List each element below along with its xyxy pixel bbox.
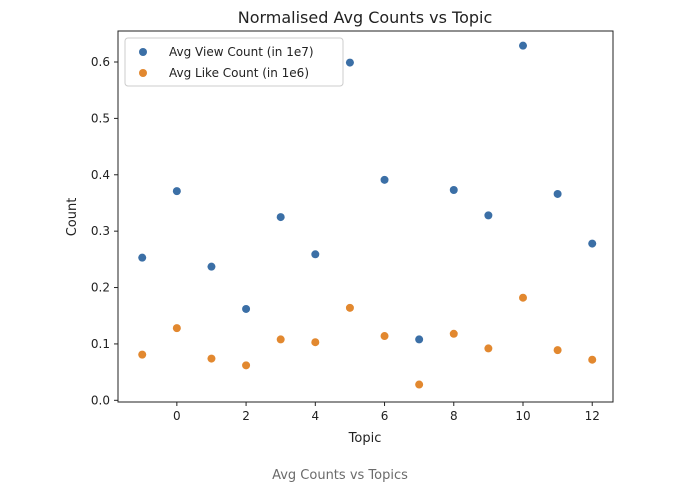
x-tick-label: 0 (173, 409, 181, 423)
y-tick-label: 0.4 (91, 168, 110, 182)
x-tick-label: 6 (381, 409, 389, 423)
y-tick-label: 0.0 (91, 393, 110, 407)
legend-label: Avg Like Count (in 1e6) (169, 66, 309, 80)
y-axis: 0.0 0.1 0.2 0.3 0.4 0.5 0.6 (91, 55, 118, 407)
point-series-1 (484, 211, 493, 220)
point-series-2 (242, 361, 251, 370)
y-tick-label: 0.5 (91, 111, 110, 125)
point-series-1 (345, 58, 354, 67)
y-axis-label: Count (65, 198, 80, 237)
x-tick-label: 2 (242, 409, 250, 423)
x-tick-label: 10 (515, 409, 530, 423)
point-series-1 (311, 250, 320, 259)
point-series-2 (415, 380, 424, 389)
y-tick-label: 0.3 (91, 224, 110, 238)
figure-caption: Avg Counts vs Topics (272, 468, 408, 483)
point-series-2 (207, 354, 216, 363)
point-series-2 (276, 335, 285, 344)
point-series-2 (553, 346, 562, 355)
scatter-chart: Normalised Avg Counts vs Topic 0 2 4 6 8 10 12… (65, 8, 614, 446)
point-series-1 (449, 186, 458, 194)
legend-label: Avg View Count (in 1e7) (169, 45, 314, 59)
point-series-1 (519, 41, 527, 50)
legend-marker (139, 69, 147, 77)
point-series-1 (242, 304, 251, 313)
legend: Avg View Count (in 1e7) Avg Like Count (i… (124, 37, 344, 87)
legend-marker (139, 48, 147, 56)
chart-title: Normalised Avg Counts vs Topic (238, 8, 493, 27)
point-series-1 (172, 187, 181, 196)
x-axis: 0 2 4 6 8 10 12 (173, 402, 600, 423)
data-points (138, 41, 597, 389)
x-tick-label: 4 (311, 409, 319, 423)
y-tick-label: 0.2 (91, 281, 110, 295)
y-tick-label: 0.6 (91, 55, 110, 69)
point-series-1 (380, 175, 389, 184)
y-tick-label: 0.1 (91, 337, 110, 351)
point-series-1 (588, 239, 597, 248)
point-series-1 (207, 262, 216, 271)
point-series-1 (138, 253, 147, 262)
point-series-2 (345, 303, 354, 312)
point-series-2 (311, 338, 320, 347)
x-tick-label: 8 (450, 409, 458, 423)
point-series-2 (380, 332, 389, 341)
point-series-2 (484, 344, 493, 353)
x-tick-label: 12 (585, 409, 600, 423)
point-series-2 (588, 355, 597, 364)
point-series-2 (172, 324, 181, 333)
point-series-1 (553, 189, 562, 198)
x-axis-label: Topic (348, 431, 382, 446)
point-series-2 (138, 350, 147, 359)
point-series-1 (415, 335, 424, 344)
plot-area (117, 30, 614, 403)
point-series-2 (449, 329, 458, 338)
point-series-1 (276, 213, 285, 222)
legend-box (124, 37, 344, 87)
point-series-2 (519, 293, 527, 302)
